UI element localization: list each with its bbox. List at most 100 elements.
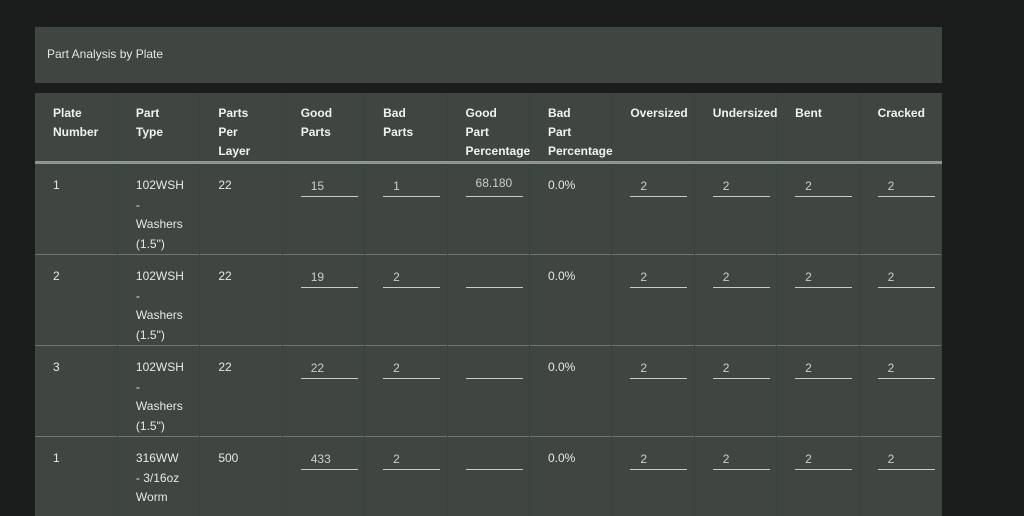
column-header[interactable]: Cracked <box>859 93 943 164</box>
good-input[interactable] <box>300 175 358 197</box>
undersized-input[interactable] <box>712 357 770 379</box>
bent-input[interactable] <box>795 448 853 470</box>
oversized-input[interactable] <box>630 448 688 470</box>
bent-input[interactable] <box>795 175 853 197</box>
per-layer-text: 22 <box>218 178 232 192</box>
cell-bad-pct: 0.0% <box>529 436 613 516</box>
cell-oversized <box>611 162 695 255</box>
cell-per-layer: 22 <box>199 345 283 437</box>
cell-plate: 2 <box>35 254 118 346</box>
cell-good-pct: 68.180 <box>447 162 530 255</box>
bad-input[interactable] <box>383 266 441 288</box>
column-header[interactable]: Plate Number <box>35 93 118 164</box>
column-header[interactable]: Part Type <box>117 93 201 164</box>
table-row: 1 102WSH - Washers (1.5") 22 68.180 0.0% <box>35 162 943 255</box>
cell-bad-pct: 0.0% <box>529 162 613 255</box>
cell-bad <box>364 345 448 437</box>
table-row: 2 102WSH - Washers (1.5") 22 0.0% <box>35 254 943 346</box>
cell-good <box>282 345 366 437</box>
plate-text: 2 <box>53 269 60 283</box>
cell-good <box>282 436 366 516</box>
oversized-input[interactable] <box>630 266 688 288</box>
part-type-text: 102WSH - Washers (1.5") <box>135 178 184 251</box>
good-input[interactable] <box>300 448 358 470</box>
good-input[interactable] <box>300 266 358 288</box>
cell-cracked <box>859 162 943 255</box>
cell-bad <box>364 436 448 516</box>
cell-bent <box>776 436 860 516</box>
cell-part-type: 316WW - 3/16oz Worm <box>117 436 201 516</box>
cell-good <box>282 162 366 255</box>
plate-text: 1 <box>53 451 60 465</box>
cell-oversized <box>611 345 695 437</box>
cell-per-layer: 22 <box>199 162 283 255</box>
bad-input[interactable] <box>383 357 441 379</box>
cell-per-layer: 500 <box>199 436 283 516</box>
cell-good-pct <box>447 254 530 346</box>
per-layer-text: 500 <box>218 451 239 465</box>
bad-pct-text: 0.0% <box>547 360 576 374</box>
column-header[interactable]: Parts Per Layer <box>199 93 283 164</box>
bad-input[interactable] <box>383 448 441 470</box>
undersized-input[interactable] <box>712 448 770 470</box>
cell-bad-pct: 0.0% <box>529 254 613 346</box>
undersized-input[interactable] <box>712 266 770 288</box>
cell-bent <box>776 254 860 346</box>
column-header[interactable]: Bent <box>776 93 860 164</box>
cracked-input[interactable] <box>877 357 935 379</box>
cell-oversized <box>611 254 695 346</box>
bad-pct-text: 0.0% <box>547 269 576 283</box>
good-pct-input[interactable] <box>465 357 523 379</box>
cell-bad-pct: 0.0% <box>529 345 613 437</box>
cell-plate: 1 <box>35 162 118 255</box>
cell-undersized <box>694 345 778 437</box>
column-header[interactable]: Oversized <box>611 93 695 164</box>
good-input[interactable] <box>300 357 358 379</box>
good-pct-input[interactable] <box>465 266 523 288</box>
column-header[interactable]: Bad Part Percentage <box>529 93 613 164</box>
column-header[interactable]: Bad Parts <box>364 93 448 164</box>
per-layer-text: 22 <box>218 269 232 283</box>
cell-plate: 3 <box>35 345 118 437</box>
cell-cracked <box>859 254 943 346</box>
bad-input[interactable] <box>383 175 441 197</box>
oversized-input[interactable] <box>630 357 688 379</box>
bent-input[interactable] <box>795 357 853 379</box>
cell-bad <box>364 162 448 255</box>
cell-part-type: 102WSH - Washers (1.5") <box>117 254 201 346</box>
table-row: 3 102WSH - Washers (1.5") 22 0.0% <box>35 345 943 437</box>
part-analysis-table: Plate Number Part Type Parts Per Layer Good… <box>35 93 943 516</box>
column-header[interactable]: Good Part Percentage <box>447 93 530 164</box>
cracked-input[interactable] <box>877 266 935 288</box>
oversized-input[interactable] <box>630 175 688 197</box>
column-header[interactable]: Good Parts <box>282 93 366 164</box>
cell-bent <box>776 345 860 437</box>
bad-pct-text: 0.0% <box>547 451 576 465</box>
cell-plate: 1 <box>35 436 118 516</box>
cell-bad <box>364 254 448 346</box>
plate-text: 1 <box>53 178 60 192</box>
cracked-input[interactable] <box>877 448 935 470</box>
cell-oversized <box>611 436 695 516</box>
good-pct-input[interactable]: 68.180 <box>465 175 523 197</box>
undersized-input[interactable] <box>712 175 770 197</box>
cell-part-type: 102WSH - Washers (1.5") <box>117 345 201 437</box>
good-pct-input[interactable] <box>465 448 523 470</box>
cell-undersized <box>694 436 778 516</box>
cell-per-layer: 22 <box>199 254 283 346</box>
column-header[interactable]: Undersized <box>694 93 777 164</box>
part-type-text: 102WSH - Washers (1.5") <box>135 269 184 342</box>
cell-part-type: 102WSH - Washers (1.5") <box>117 162 201 255</box>
plate-text: 3 <box>53 360 60 374</box>
cell-good <box>282 254 366 346</box>
cell-cracked <box>859 436 943 516</box>
cell-cracked <box>859 345 943 437</box>
cracked-input[interactable] <box>877 175 935 197</box>
cell-undersized <box>694 162 778 255</box>
bent-input[interactable] <box>795 266 853 288</box>
part-type-text: 316WW - 3/16oz Worm <box>135 451 180 504</box>
cell-good-pct <box>447 345 530 437</box>
panel-title: Part Analysis by Plate <box>35 27 942 83</box>
per-layer-text: 22 <box>218 360 232 374</box>
bad-pct-text: 0.0% <box>547 178 576 192</box>
